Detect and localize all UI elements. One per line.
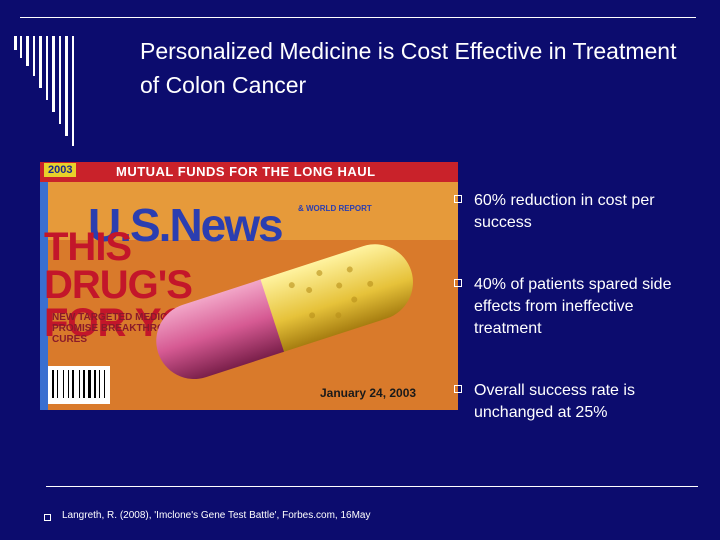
- barcode-line: [68, 370, 69, 398]
- decorative-bar: [33, 36, 35, 76]
- barcode-line: [52, 370, 54, 398]
- decorative-bar: [52, 36, 55, 112]
- cover-logo-subtitle: & WORLD REPORT: [298, 204, 372, 213]
- barcode-line: [72, 370, 74, 398]
- decorative-bar: [14, 36, 17, 50]
- decorative-bar: [59, 36, 61, 124]
- barcode-line: [83, 370, 85, 398]
- bullet-text: 40% of patients spared side effects from…: [474, 276, 672, 337]
- barcode-line: [57, 370, 58, 398]
- decorative-bar: [46, 36, 48, 100]
- bullet-text: Overall success rate is unchanged at 25%: [474, 382, 635, 421]
- square-bullet-icon: [44, 514, 51, 521]
- decorative-bar: [65, 36, 68, 136]
- square-bullet-icon: [454, 385, 462, 393]
- cover-side-stripe: [40, 182, 48, 410]
- barcode-line: [94, 370, 96, 398]
- decorative-bar: [39, 36, 42, 88]
- cover-top-banner: 2003 MUTUAL FUNDS FOR THE LONG HAUL: [40, 162, 458, 182]
- decorative-bars: [14, 36, 134, 146]
- cover-logo-band: U.S.News & WORLD REPORT: [40, 182, 458, 251]
- bullet-text: 60% reduction in cost per success: [474, 192, 655, 231]
- decorative-bar: [26, 36, 29, 66]
- decorative-bar: [20, 36, 22, 58]
- citation-footer: Langreth, R. (2008), 'Imclone's Gene Tes…: [62, 510, 371, 521]
- barcode-line: [63, 370, 64, 398]
- barcode-line: [99, 370, 100, 398]
- top-divider: [20, 17, 696, 18]
- slide-title: Personalized Medicine is Cost Effective …: [140, 38, 677, 98]
- square-bullet-icon: [454, 195, 462, 203]
- decorative-bar: [72, 36, 74, 146]
- bottom-divider: [46, 486, 698, 487]
- pill-capsule-illustration: [156, 244, 413, 379]
- barcode-line: [104, 370, 105, 398]
- barcode-line: [88, 370, 91, 398]
- square-bullet-icon: [454, 279, 462, 287]
- cover-top-headline: MUTUAL FUNDS FOR THE LONG HAUL: [116, 164, 376, 179]
- cover-barcode: [48, 366, 110, 404]
- cover-subhead: NEW TARGETED MEDICINES PROMISE BREAKTHRO…: [52, 312, 191, 345]
- cover-logo: U.S.News: [88, 199, 284, 251]
- cover-date: January 24, 2003: [320, 386, 417, 400]
- barcode-line: [79, 370, 80, 398]
- cover-issue-tag: 2003: [44, 163, 77, 177]
- magazine-cover-image: 2003 MUTUAL FUNDS FOR THE LONG HAUL U.S.…: [40, 162, 458, 410]
